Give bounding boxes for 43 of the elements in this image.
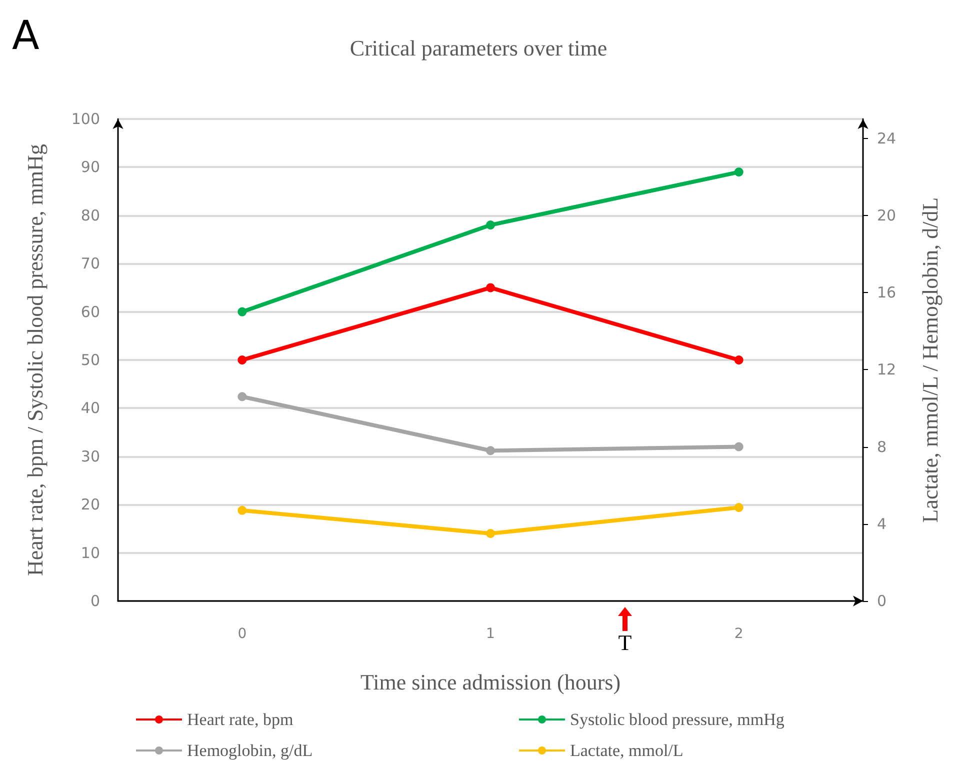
text: A: [12, 13, 40, 59]
y2-tick-label: 0: [877, 592, 887, 610]
legend-label: Systolic blood pressure, mmHg: [570, 710, 785, 729]
y2-axis-title: Lactate, mmol/L / Hemoglobin, d/dL: [918, 197, 942, 523]
y-tick-label: 40: [80, 399, 100, 418]
y-tick-label: 90: [80, 158, 100, 176]
point: [486, 446, 495, 456]
legend-label: Hemoglobin, g/dL: [187, 741, 313, 760]
y2-tick-label: 20: [877, 206, 896, 224]
y2-tick-label: 8: [877, 438, 887, 456]
point: [486, 220, 495, 230]
point: [238, 307, 247, 316]
y-tick-label: 70: [80, 254, 100, 273]
x-axis-title: Time since admission (hours): [360, 670, 621, 694]
point: [238, 356, 247, 364]
point: [486, 529, 495, 538]
x-tick-label: 1: [486, 626, 495, 642]
y-tick-label: 80: [80, 206, 100, 224]
point: [734, 168, 744, 177]
y-tick-label: 10: [80, 544, 100, 562]
point: [734, 356, 744, 364]
legend-label: Heart rate, bpm: [187, 710, 294, 729]
x-tick-label: 0: [238, 626, 247, 642]
y2-tick-label: 16: [877, 284, 896, 302]
y-tick-label: 100: [71, 110, 100, 128]
chart-title: Critical parameters over time: [350, 36, 608, 60]
y-tick-label: 0: [90, 592, 100, 610]
y-tick-label: 60: [80, 302, 100, 321]
y2-tick-label: 12: [877, 360, 896, 379]
text: T: [617, 630, 633, 655]
legend-label: Lactate, mmol/L: [570, 741, 684, 760]
point: [486, 283, 495, 292]
y-tick-label: 50: [80, 351, 100, 369]
y2-tick-label: 24: [877, 129, 896, 148]
point: [734, 502, 744, 512]
x-tick-label: 2: [734, 626, 744, 642]
point: [238, 506, 247, 515]
y-tick-label: 20: [80, 496, 100, 514]
point: [238, 392, 247, 402]
point: [734, 442, 744, 452]
y-tick-label: 30: [80, 447, 100, 466]
y-axis-title: Heart rate, bpm / Systolic blood pressure, mmHg: [22, 144, 48, 576]
y2-tick-label: 4: [877, 514, 887, 533]
